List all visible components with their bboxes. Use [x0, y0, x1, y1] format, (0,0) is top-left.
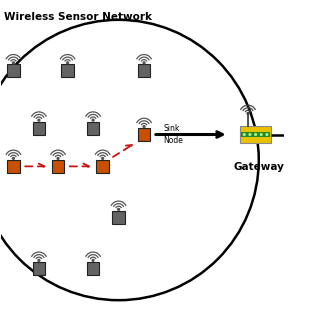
- Bar: [96, 160, 109, 173]
- Circle shape: [92, 260, 94, 261]
- Bar: [87, 122, 100, 134]
- Circle shape: [12, 157, 14, 159]
- Bar: [7, 64, 20, 77]
- Bar: [241, 132, 270, 137]
- Text: Sink
Node: Sink Node: [163, 124, 183, 145]
- Bar: [138, 64, 150, 77]
- Bar: [87, 262, 100, 275]
- Text: Wireless Sensor Network: Wireless Sensor Network: [4, 12, 152, 22]
- Bar: [33, 262, 45, 275]
- Circle shape: [255, 134, 256, 135]
- Bar: [61, 64, 74, 77]
- Circle shape: [118, 208, 120, 210]
- Circle shape: [266, 134, 268, 135]
- Circle shape: [12, 62, 14, 64]
- Text: Gateway: Gateway: [233, 162, 284, 172]
- Circle shape: [244, 134, 245, 135]
- Circle shape: [143, 62, 145, 64]
- Circle shape: [67, 62, 68, 64]
- Bar: [33, 122, 45, 134]
- Circle shape: [249, 134, 251, 135]
- Circle shape: [102, 157, 104, 159]
- Bar: [138, 128, 150, 141]
- Circle shape: [38, 119, 40, 121]
- Circle shape: [38, 260, 40, 261]
- Bar: [112, 211, 125, 224]
- Circle shape: [57, 157, 59, 159]
- Bar: [7, 160, 20, 173]
- Bar: [52, 160, 64, 173]
- Circle shape: [92, 119, 94, 121]
- Circle shape: [260, 134, 262, 135]
- Circle shape: [247, 113, 249, 115]
- Circle shape: [143, 125, 145, 127]
- Bar: [240, 126, 271, 143]
